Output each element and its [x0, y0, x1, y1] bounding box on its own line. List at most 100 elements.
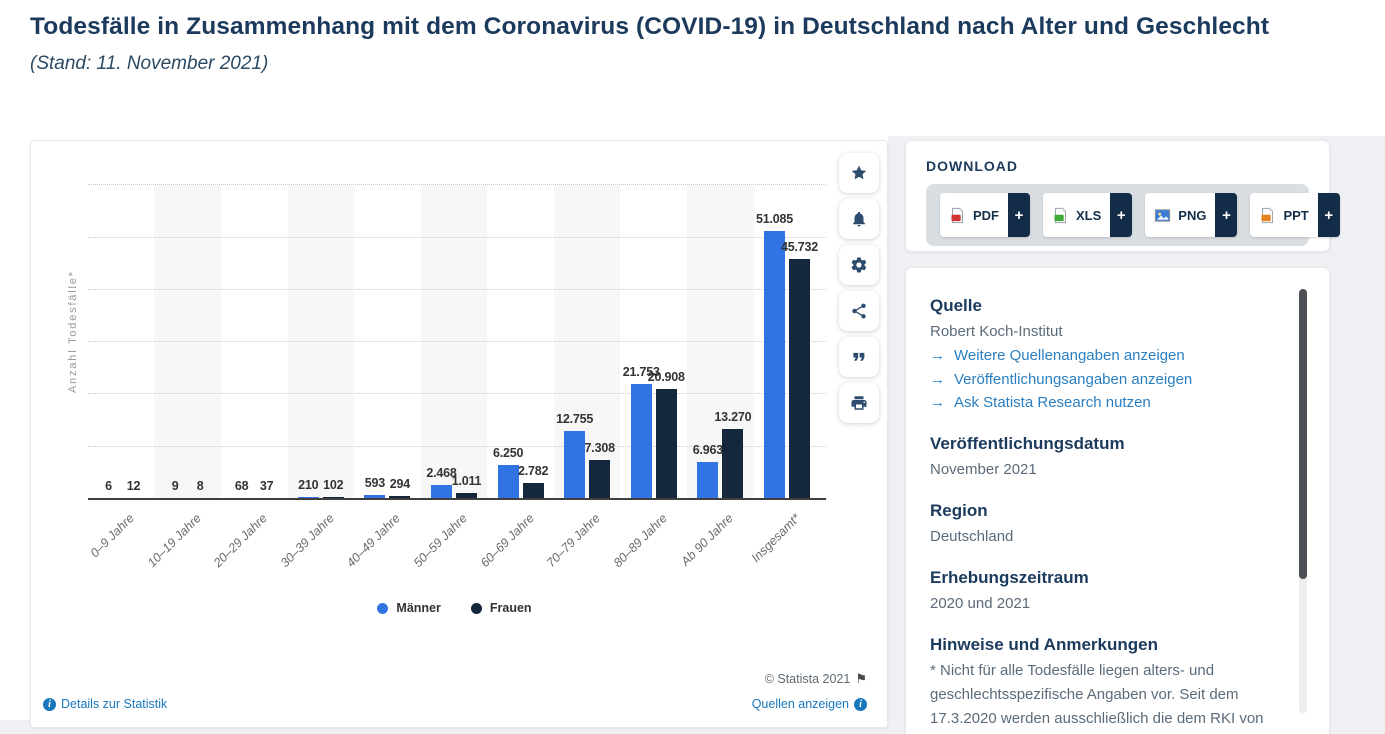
download-png-button[interactable]: PNG + [1145, 193, 1238, 237]
ppt-file-icon [1261, 207, 1274, 223]
cite-button[interactable] [839, 337, 879, 377]
bar-value-label: 6.963 [692, 442, 724, 457]
details-link[interactable]: i Details zur Statistik [43, 697, 167, 711]
bar-value-label: 21.753 [622, 365, 660, 380]
download-button-label: PDF [973, 207, 999, 223]
bar-männer-6[interactable] [431, 485, 452, 498]
info-section-4: Hinweise und Anmerkungen * Nicht für alle… [930, 635, 1273, 734]
bar-value-label: 8 [196, 478, 204, 493]
info-section-0: Quelle Robert Koch-Institut → Weitere Quell… [930, 296, 1273, 415]
info-section-text: Deutschland [930, 527, 1014, 545]
gridline-30000 [87, 341, 827, 343]
info-section-heading: Quelle [930, 296, 982, 315]
scrollbar-thumb[interactable] [1299, 289, 1307, 579]
bar-value-label: 37 [259, 478, 274, 493]
legend-item-männer[interactable]: Männer [377, 601, 441, 615]
pdf-file-icon [951, 207, 963, 223]
gridline-50000 [87, 236, 827, 238]
bar-value-label: 593 [364, 475, 386, 490]
copyright-text: © Statista 2021 [764, 672, 851, 686]
bar-value-label: 68 [234, 478, 249, 493]
download-pdf-button[interactable]: PDF + [940, 193, 1030, 237]
bar-männer-5[interactable] [364, 494, 386, 498]
alerts-button[interactable] [839, 199, 879, 239]
bar-frauen-5[interactable] [389, 496, 411, 498]
info-link-label: Ask Statista Research nutzen [954, 394, 1151, 411]
bar-frauen-4[interactable] [322, 497, 344, 498]
bar-männer-11[interactable] [764, 230, 785, 498]
bar-value-label: 2.782 [517, 464, 549, 479]
info-section-heading: Veröffentlichungsdatum [930, 433, 1125, 453]
info-section-text: 2020 und 2021 [930, 594, 1031, 612]
info-section-heading: Erhebungszeitraum [930, 567, 1089, 587]
legend-item-frauen[interactable]: Frauen [470, 601, 532, 615]
bar-value-label: 12 [126, 478, 141, 493]
gear-icon [851, 257, 867, 273]
bar-frauen-7[interactable] [522, 483, 544, 498]
png-image-icon [1155, 208, 1171, 222]
info-link[interactable]: → Veröffentlichungsangaben anzeigen [930, 368, 1273, 392]
legend-label: Männer [396, 601, 441, 615]
bar-value-label: 13.270 [714, 409, 752, 424]
download-xls-button[interactable]: XLS + [1043, 193, 1133, 237]
download-xls-plus-button[interactable]: + [1110, 193, 1133, 237]
bar-value-label: 102 [323, 478, 344, 493]
info-section-heading: Region [930, 500, 988, 520]
bar-frauen-9[interactable] [655, 388, 677, 498]
favorite-button[interactable] [839, 153, 879, 193]
bar-männer-4[interactable] [297, 496, 319, 498]
bar-frauen-8[interactable] [589, 459, 611, 498]
download-button-tray: PDF + XLS + PNG + PPT + [926, 184, 1340, 246]
bar-männer-10[interactable] [697, 461, 719, 498]
info-card: Quelle Robert Koch-Institut → Weitere Quell… [905, 267, 1330, 734]
bar-value-label: 9 [171, 478, 179, 493]
y-axis-title: Anzahl Todesfälle* [67, 270, 79, 393]
info-link-label: Weitere Quellenangaben anzeigen [954, 347, 1185, 364]
download-pdf-main: PDF [940, 193, 1008, 237]
info-section-text: November 2021 [930, 460, 1037, 478]
download-button-label: PNG [1178, 207, 1207, 223]
bar-männer-7[interactable] [497, 465, 519, 498]
arrow-right-icon: → [930, 347, 945, 364]
download-xls-main: XLS [1043, 193, 1111, 237]
download-png-main: PNG [1145, 193, 1216, 237]
bar-value-label: 12.755 [556, 412, 594, 427]
scrollbar-track[interactable] [1299, 289, 1307, 713]
download-card: DOWNLOAD PDF + XLS + PNG + PPT + [905, 140, 1340, 252]
share-icon [852, 303, 866, 319]
page-header: Todesfälle in Zusammenhang mit dem Coron… [30, 6, 1360, 75]
download-ppt-main: PPT [1250, 193, 1318, 237]
chart-copyright: © Statista 2021 ⚑ [765, 671, 867, 687]
info-section-heading: Hinweise und Anmerkungen [930, 634, 1158, 654]
download-png-plus-button[interactable]: + [1215, 193, 1238, 237]
download-pdf-plus-button[interactable]: + [1008, 193, 1030, 237]
share-button[interactable] [839, 291, 879, 331]
settings-button[interactable] [839, 245, 879, 285]
info-section-1: Veröffentlichungsdatum November 2021 [930, 434, 1273, 482]
bar-value-label: 6.250 [492, 446, 524, 461]
legend-dot-icon [470, 602, 482, 614]
chart-legend: Männer Frauen [88, 601, 821, 615]
flag-icon: ⚑ [855, 671, 867, 686]
download-ppt-button[interactable]: PPT + [1250, 193, 1340, 237]
download-button-label: PPT [1283, 207, 1309, 223]
xls-file-icon [1054, 207, 1066, 223]
bar-frauen-6[interactable] [456, 492, 477, 498]
download-ppt-plus-button[interactable]: + [1317, 193, 1340, 237]
bar-value-label: 294 [389, 477, 411, 492]
print-button[interactable] [839, 383, 879, 423]
bar-frauen-11[interactable] [789, 258, 810, 498]
bar-frauen-10[interactable] [722, 428, 744, 498]
bar-männer-9[interactable] [630, 384, 652, 498]
info-link[interactable]: → Ask Statista Research nutzen [930, 391, 1273, 415]
bar-männer-8[interactable] [564, 431, 586, 498]
info-icon: i [854, 697, 867, 711]
sources-link[interactable]: Quellen anzeigen i [752, 697, 867, 711]
bar-value-label: 45.732 [780, 239, 819, 254]
info-section-text: * Nicht für alle Todesfälle liegen alter… [930, 661, 1264, 734]
info-link[interactable]: → Weitere Quellenangaben anzeigen [930, 344, 1273, 368]
details-link-label: Details zur Statistik [61, 697, 168, 711]
page-title: Todesfälle in Zusammenhang mit dem Coron… [30, 13, 1270, 40]
gridline-40000 [87, 288, 827, 290]
